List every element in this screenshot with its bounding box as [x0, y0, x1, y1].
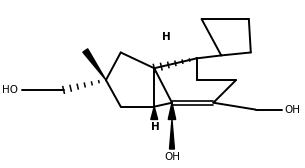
- Polygon shape: [168, 103, 176, 119]
- Text: OH: OH: [164, 152, 180, 162]
- Text: H: H: [151, 122, 160, 132]
- Text: H: H: [162, 32, 170, 42]
- Polygon shape: [170, 119, 174, 149]
- Text: HO: HO: [2, 85, 18, 95]
- Text: OH: OH: [284, 105, 300, 115]
- Polygon shape: [83, 49, 106, 80]
- Polygon shape: [151, 107, 158, 119]
